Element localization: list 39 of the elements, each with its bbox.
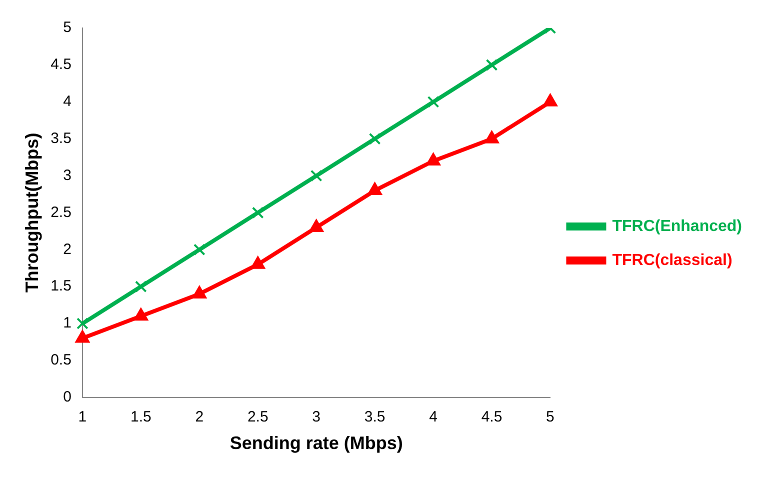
point [426,152,440,166]
y-tick-label: 4.5 [50,56,72,74]
point [368,182,382,196]
y-tick-label: 4 [63,93,72,110]
point [484,130,499,144]
x-tick-label: 4.5 [481,408,502,426]
point [486,58,498,71]
x-axis-title: Sending rate (Mbps) [230,433,403,454]
point [427,96,440,108]
x-tick-label: 4 [429,408,438,426]
point [309,219,324,232]
x-tick-label: 1.5 [130,408,152,426]
point [250,256,265,269]
point [193,244,206,256]
y-tick-label: 3.5 [50,130,72,147]
y-tick-label: 1.5 [50,278,72,295]
point [310,170,322,182]
y-tick-label: 5 [63,19,72,36]
point [75,330,90,343]
x-tick-label: 2 [195,408,204,426]
x-tick-label: 3.5 [364,408,386,426]
y-axis-title: Throughput(Mbps) [22,132,42,293]
point [192,286,206,298]
y-tick-label: 0 [63,388,72,406]
point [368,132,381,145]
y-tick-label: 0.5 [50,352,72,369]
point [134,308,148,321]
legend-label: TFRC(classical) [612,252,732,269]
y-tick-label: 3 [63,166,72,184]
point [252,206,264,219]
y-tick-label: 1 [63,314,72,332]
y-tick-label: 2.5 [50,204,72,221]
point [543,94,558,106]
legend-label: TFRC(Enhanced) [612,218,742,235]
x-tick-label: 3 [312,408,321,426]
x-tick-label: 2.5 [247,408,268,426]
x-tick-label: 1 [78,408,87,426]
y-tick-label: 2 [63,240,72,258]
x-tick-label: 5 [546,408,554,426]
